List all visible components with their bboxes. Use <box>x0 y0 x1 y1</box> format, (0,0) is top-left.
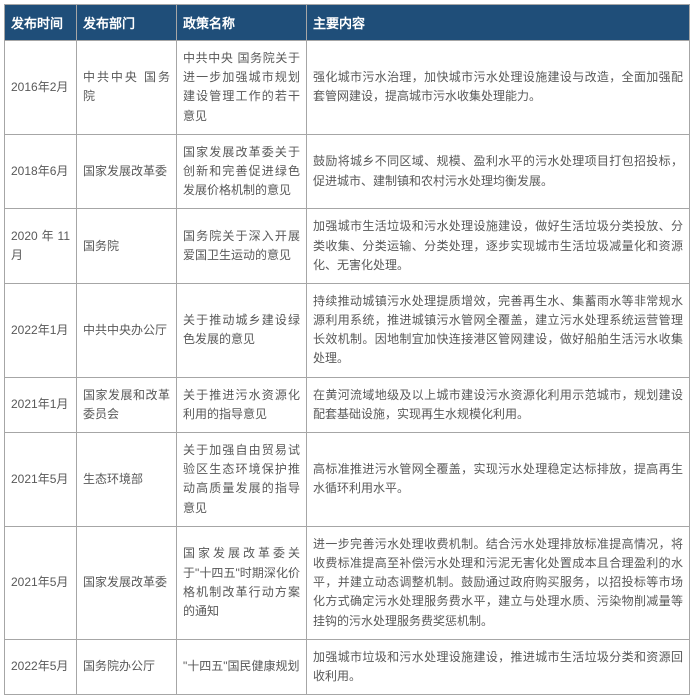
policy-table: 发布时间 发布部门 政策名称 主要内容 2016年2月 中共中央 国务院 中共中… <box>4 4 690 695</box>
header-name: 政策名称 <box>177 5 307 41</box>
cell-time: 2021年5月 <box>5 526 77 639</box>
cell-dept: 国家发展改革委 <box>77 134 177 209</box>
cell-content: 鼓励将城乡不同区域、规模、盈利水平的污水处理项目打包招投标，促进城市、建制镇和农… <box>307 134 690 209</box>
cell-dept: 中共中央 国务院 <box>77 41 177 135</box>
table-row: 2018年6月 国家发展改革委 国家发展改革委关于创新和完善促进绿色发展价格机制… <box>5 134 690 209</box>
cell-dept: 国务院办公厅 <box>77 639 177 694</box>
cell-name: 关于推动城乡建设绿色发展的意见 <box>177 283 307 377</box>
cell-dept: 国家发展改革委 <box>77 526 177 639</box>
cell-content: 加强城市垃圾和污水处理设施建设，推进城市生活垃圾分类和资源回收利用。 <box>307 639 690 694</box>
header-dept: 发布部门 <box>77 5 177 41</box>
table-row: 2021年5月 生态环境部 关于加强自由贸易试验区生态环境保护推动高质量发展的指… <box>5 433 690 527</box>
header-content: 主要内容 <box>307 5 690 41</box>
cell-dept: 生态环境部 <box>77 433 177 527</box>
table-row: 2022年1月 中共中央办公厅 关于推动城乡建设绿色发展的意见 持续推动城镇污水… <box>5 283 690 377</box>
cell-time: 2022年5月 <box>5 639 77 694</box>
table-row: 2020年11月 国务院 国务院关于深入开展爱国卫生运动的意见 加强城市生活垃圾… <box>5 209 690 284</box>
cell-content: 在黄河流域地级及以上城市建设污水资源化利用示范城市，规划建设配套基础设施，实现再… <box>307 377 690 432</box>
cell-content: 持续推动城镇污水处理提质增效，完善再生水、集蓄雨水等非常规水源利用系统，推进城镇… <box>307 283 690 377</box>
table-body: 2016年2月 中共中央 国务院 中共中央 国务院关于进一步加强城市规划建设管理… <box>5 41 690 695</box>
table-row: 2016年2月 中共中央 国务院 中共中央 国务院关于进一步加强城市规划建设管理… <box>5 41 690 135</box>
cell-time: 2021年1月 <box>5 377 77 432</box>
cell-name: 中共中央 国务院关于进一步加强城市规划建设管理工作的若干意见 <box>177 41 307 135</box>
cell-dept: 国家发展和改革委员会 <box>77 377 177 432</box>
cell-time: 2020年11月 <box>5 209 77 284</box>
cell-content: 加强城市生活垃圾和污水处理设施建设，做好生活垃圾分类投放、分类收集、分类运输、分… <box>307 209 690 284</box>
cell-dept: 国务院 <box>77 209 177 284</box>
table-row: 2022年5月 国务院办公厅 "十四五"国民健康规划 加强城市垃圾和污水处理设施… <box>5 639 690 694</box>
cell-time: 2022年1月 <box>5 283 77 377</box>
cell-content: 高标准推进污水管网全覆盖，实现污水处理稳定达标排放，提高再生水循环利用水平。 <box>307 433 690 527</box>
cell-time: 2021年5月 <box>5 433 77 527</box>
cell-content: 进一步完善污水处理收费机制。结合污水处理排放标准提高情况，将收费标准提高至补偿污… <box>307 526 690 639</box>
cell-time: 2016年2月 <box>5 41 77 135</box>
cell-name: 国家发展改革委关于"十四五"时期深化价格机制改革行动方案的通知 <box>177 526 307 639</box>
cell-name: 关于推进污水资源化利用的指导意见 <box>177 377 307 432</box>
cell-dept: 中共中央办公厅 <box>77 283 177 377</box>
header-time: 发布时间 <box>5 5 77 41</box>
cell-time: 2018年6月 <box>5 134 77 209</box>
cell-name: "十四五"国民健康规划 <box>177 639 307 694</box>
cell-name: 关于加强自由贸易试验区生态环境保护推动高质量发展的指导意见 <box>177 433 307 527</box>
table-row: 2021年1月 国家发展和改革委员会 关于推进污水资源化利用的指导意见 在黄河流… <box>5 377 690 432</box>
cell-content: 强化城市污水治理，加快城市污水处理设施建设与改造，全面加强配套管网建设，提高城市… <box>307 41 690 135</box>
cell-name: 国务院关于深入开展爱国卫生运动的意见 <box>177 209 307 284</box>
cell-name: 国家发展改革委关于创新和完善促进绿色发展价格机制的意见 <box>177 134 307 209</box>
table-row: 2021年5月 国家发展改革委 国家发展改革委关于"十四五"时期深化价格机制改革… <box>5 526 690 639</box>
header-row: 发布时间 发布部门 政策名称 主要内容 <box>5 5 690 41</box>
